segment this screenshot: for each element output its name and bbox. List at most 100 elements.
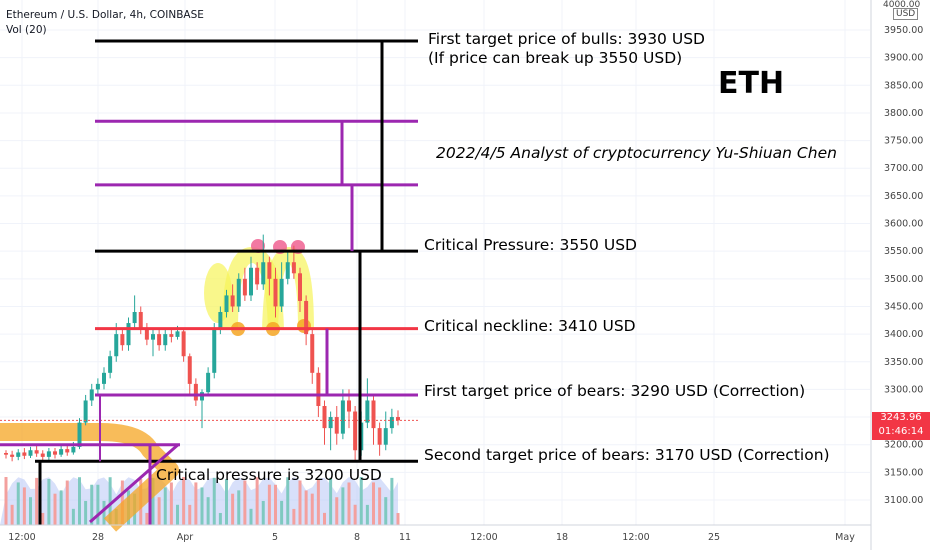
volume-bar — [71, 508, 75, 525]
candle-layer — [4, 234, 400, 462]
candle-down — [34, 450, 39, 454]
candle-up — [365, 400, 370, 423]
candle-up — [77, 422, 82, 447]
volume-indicator-label[interactable]: Vol (20) — [6, 24, 47, 36]
candle-down — [40, 453, 45, 457]
candle-up — [46, 451, 51, 457]
candle-up — [175, 331, 180, 337]
volume-bar — [353, 504, 357, 525]
last-price-tag: 3243.96 — [872, 412, 930, 426]
volume-bar — [225, 478, 228, 525]
analyst-note: 2022/4/5 Analyst of cryptocurrency Yu-Sh… — [436, 144, 837, 162]
volume-bar — [200, 487, 204, 525]
candle-down — [22, 452, 27, 456]
candle-up — [383, 428, 388, 445]
candle-down — [310, 334, 315, 373]
volume-bar — [347, 482, 351, 525]
price-tick-label: 3650.00 — [884, 191, 923, 202]
candle-up — [206, 372, 211, 393]
candle-up — [89, 389, 94, 401]
volume-bar — [22, 487, 26, 525]
volume-bar — [29, 497, 32, 525]
candle-down — [371, 400, 376, 429]
volume-bar — [35, 477, 39, 525]
time-tick-label: 8 — [354, 532, 360, 543]
candle-down — [267, 262, 272, 279]
critical-pressure-lower-label: Critical pressure is 3200 USD — [156, 466, 382, 484]
volume-bar — [78, 477, 81, 525]
volume-bar — [341, 487, 345, 525]
volume-bar — [231, 493, 235, 525]
first-target-bears-label: First target price of bears: 3290 USD (C… — [424, 382, 806, 400]
candle-up — [279, 278, 284, 307]
volume-bar — [378, 487, 382, 525]
volume-bar — [145, 512, 149, 525]
price-tick-label: 3550.00 — [884, 246, 923, 257]
candle-up — [261, 262, 266, 285]
symbol-title[interactable]: Ethereum / U.S. Dollar, 4h, COINBASE — [6, 9, 204, 21]
candle-down — [53, 451, 57, 455]
time-tick-label: 25 — [708, 532, 720, 543]
volume-bar — [53, 493, 57, 525]
candle-up — [236, 278, 241, 307]
price-tick-label: 3700.00 — [884, 163, 923, 174]
volume-bar — [359, 477, 363, 525]
candle-up — [102, 372, 106, 384]
candle-down — [291, 262, 296, 274]
candle-down — [353, 411, 358, 451]
currency-badge[interactable]: USD — [893, 8, 919, 20]
volume-bar — [102, 500, 106, 525]
price-tick-label: 3800.00 — [884, 108, 923, 119]
candle-down — [157, 334, 162, 346]
volume-bar — [304, 490, 308, 525]
volume-bar — [176, 504, 179, 525]
volume-bar — [10, 504, 14, 525]
volume-bar — [157, 497, 161, 525]
volume-bar — [396, 513, 400, 525]
volume-bar — [218, 512, 222, 525]
price-tick-label: 3950.00 — [884, 25, 923, 36]
candle-down — [304, 300, 309, 335]
volume-bar — [286, 477, 290, 525]
volume-bar — [96, 484, 100, 525]
price-axis-top-label: 4000.00 — [883, 0, 921, 10]
price-tick-label: 3300.00 — [884, 384, 923, 395]
price-tick-label: 3750.00 — [884, 136, 923, 147]
volume-bar — [169, 482, 173, 525]
price-tick-label: 3200.00 — [884, 440, 923, 451]
volume-bar — [194, 482, 198, 525]
volume-bar — [41, 512, 45, 525]
candle-down — [181, 331, 186, 357]
candle-down — [377, 428, 382, 445]
candle-down — [230, 295, 235, 307]
candle-up — [328, 417, 333, 429]
volume-bar — [384, 497, 388, 525]
volume-bar — [151, 477, 155, 525]
volume-bar — [84, 500, 88, 525]
candle-down — [138, 312, 143, 329]
volume-bar — [237, 490, 241, 525]
volume-bar — [335, 497, 339, 525]
price-tick-label: 3850.00 — [884, 80, 923, 91]
volume-bar — [212, 477, 216, 525]
volume-bar — [292, 508, 296, 525]
candle-down — [316, 372, 321, 406]
price-tick-label: 3350.00 — [884, 357, 923, 368]
candle-up — [249, 267, 253, 296]
candle-down — [242, 278, 247, 296]
volume-bar — [249, 508, 253, 525]
countdown-tag: 01:46:14 — [872, 426, 930, 440]
candle-up — [83, 400, 88, 423]
pattern-layer — [0, 239, 314, 532]
price-tick-label: 3100.00 — [884, 495, 923, 506]
time-tick-label: 28 — [92, 532, 104, 543]
time-tick-label: 18 — [556, 532, 568, 543]
second-target-bears-label: Second target price of bears: 3170 USD (… — [424, 446, 830, 464]
volume-bar — [90, 484, 94, 525]
price-tick-label: 3500.00 — [884, 274, 923, 285]
candle-up — [16, 452, 21, 457]
volume-bar — [280, 500, 284, 525]
candle-down — [4, 453, 8, 455]
